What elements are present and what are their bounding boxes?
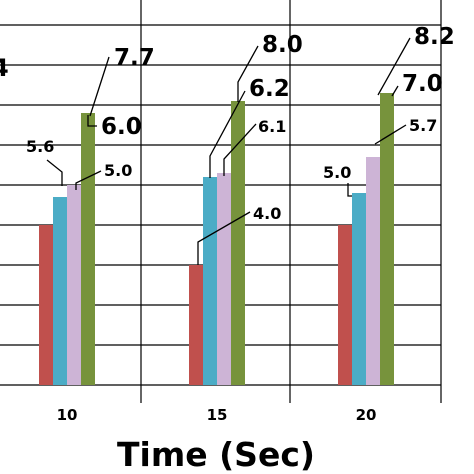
x-tick-label: 20 <box>356 406 377 424</box>
data-label: 6.1 <box>258 117 286 136</box>
label-leader-lines <box>46 37 411 265</box>
label-leader-line <box>209 90 246 178</box>
label-leader-line <box>89 56 110 117</box>
bar <box>203 177 217 385</box>
bars <box>39 93 394 385</box>
bar <box>39 225 53 385</box>
data-labels: 5.6 5.0 6.0 7.7 4.0 6.1 6.2 8.0 5.0 5.7 7.0 8.2 <box>26 24 455 223</box>
label-leader-line <box>75 170 102 190</box>
label-leader-line <box>223 123 257 176</box>
bar <box>380 93 394 385</box>
label-leader-line <box>87 115 97 127</box>
x-tick-label: 10 <box>57 406 78 424</box>
data-label: 5.6 <box>26 137 54 156</box>
data-label: 5.0 <box>323 163 351 182</box>
data-label: 4.0 <box>253 204 281 223</box>
data-label: 5.7 <box>409 116 437 135</box>
label-leader-line <box>391 85 399 97</box>
y-tick-label-partial: 4 <box>0 54 9 82</box>
data-label: 8.2 <box>414 24 455 50</box>
data-label: 7.0 <box>402 71 443 97</box>
bar <box>231 101 245 385</box>
label-leader-line <box>46 159 63 186</box>
bar <box>67 185 81 385</box>
bar <box>352 193 366 385</box>
data-label: 7.7 <box>114 45 155 71</box>
data-label: 5.0 <box>104 161 132 180</box>
label-leader-line <box>374 124 407 145</box>
data-label: 8.0 <box>262 32 303 58</box>
label-leader-line <box>197 211 251 265</box>
label-leader-line <box>377 37 411 96</box>
x-axis-title: Time (Sec) <box>117 435 315 474</box>
x-tick-labels: 10 15 20 <box>57 406 377 424</box>
label-leader-line <box>347 183 352 197</box>
bar <box>189 265 203 385</box>
data-label: 6.2 <box>249 76 290 102</box>
bar <box>81 113 95 385</box>
bar <box>53 197 67 385</box>
bar <box>366 157 380 385</box>
bar <box>338 225 352 385</box>
data-label: 6.0 <box>101 114 142 140</box>
x-tick-label: 15 <box>207 406 228 424</box>
bar <box>217 173 231 385</box>
label-leader-line <box>237 45 259 102</box>
